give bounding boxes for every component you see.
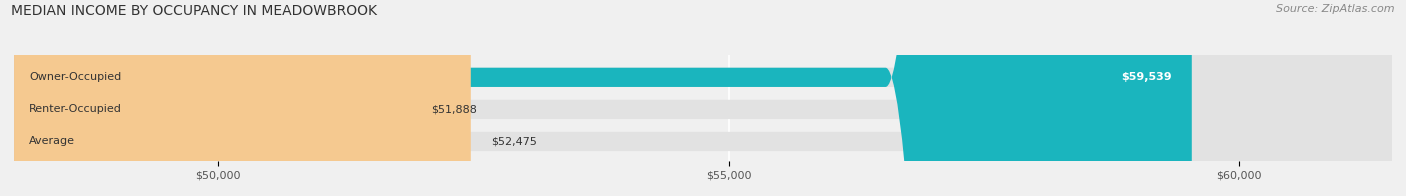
FancyBboxPatch shape (14, 0, 1392, 196)
Text: $59,539: $59,539 (1121, 72, 1171, 82)
Text: Average: Average (30, 136, 76, 146)
FancyBboxPatch shape (14, 0, 1392, 196)
Text: Owner-Occupied: Owner-Occupied (30, 72, 122, 82)
Text: $51,888: $51,888 (432, 104, 477, 114)
FancyBboxPatch shape (14, 0, 471, 196)
FancyBboxPatch shape (14, 0, 411, 196)
Text: Source: ZipAtlas.com: Source: ZipAtlas.com (1277, 4, 1395, 14)
Text: MEDIAN INCOME BY OCCUPANCY IN MEADOWBROOK: MEDIAN INCOME BY OCCUPANCY IN MEADOWBROO… (11, 4, 377, 18)
Text: Renter-Occupied: Renter-Occupied (30, 104, 122, 114)
Text: $52,475: $52,475 (491, 136, 537, 146)
FancyBboxPatch shape (14, 0, 1192, 196)
FancyBboxPatch shape (14, 0, 1392, 196)
